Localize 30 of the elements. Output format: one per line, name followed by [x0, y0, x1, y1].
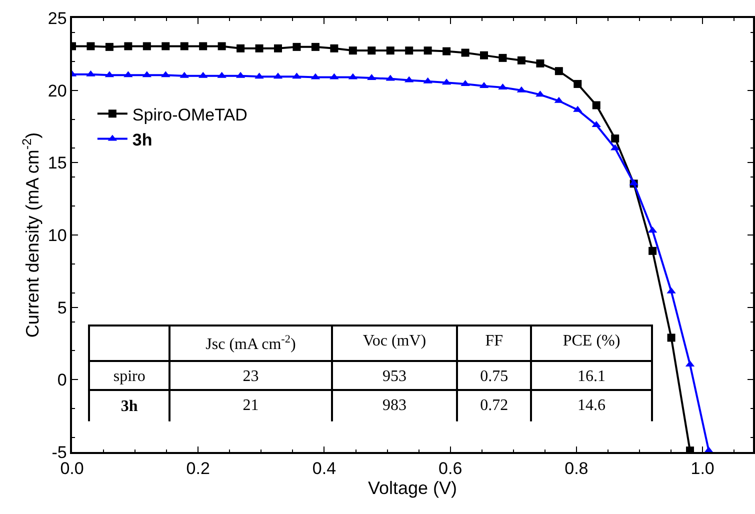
x-tick-label: 1.0	[690, 459, 714, 478]
x-tick-label: 0.8	[564, 459, 588, 478]
y-tick-label: 0	[57, 370, 67, 390]
annotation: 21	[242, 396, 259, 414]
x-axis-title: Voltage (V)	[368, 478, 458, 498]
annotation: Voc (mV)	[362, 332, 426, 350]
annotation: FF	[485, 332, 504, 350]
y-tick-label: 25	[48, 8, 67, 28]
legend-label: Spiro-OMeTAD	[132, 105, 248, 124]
y-tick-label: -5	[52, 442, 67, 462]
annotation: 16.1	[578, 368, 606, 385]
x-tick-label: 0.0	[60, 459, 84, 478]
annotation: Jsc (mA cm$^{-2}$)	[206, 333, 296, 353]
annotation: 953	[382, 368, 406, 385]
annotation: 0.75	[480, 368, 508, 385]
y-tick-label: 5	[57, 298, 67, 318]
x-tick-label: 0.6	[438, 459, 462, 478]
y-tick-label: 15	[48, 154, 67, 173]
annotation: 0.72	[480, 396, 508, 414]
annotation: PCE (%)	[562, 332, 620, 350]
annotation: 23	[242, 368, 259, 385]
x-tick-label: 0.4	[312, 459, 336, 478]
y-tick-label: 20	[48, 81, 67, 100]
y-tick-label: 10	[48, 226, 67, 245]
annotation: 3h	[120, 398, 138, 415]
annotation: spiro	[113, 368, 146, 385]
x-tick-label: 0.2	[186, 459, 210, 478]
annotation: 14.6	[578, 396, 606, 414]
legend-label: 3h	[132, 130, 152, 150]
annotation: 983	[382, 396, 406, 414]
